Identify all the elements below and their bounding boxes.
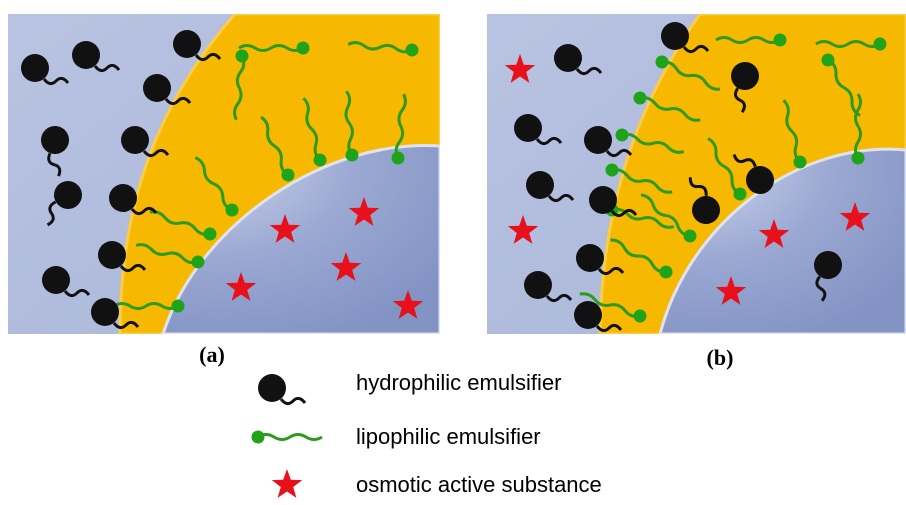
legend-label: hydrophilic emulsifier: [356, 370, 561, 395]
panel-b: [487, 14, 906, 334]
legend-label: osmotic active substance: [356, 472, 602, 497]
legend-label: lipophilic emulsifier: [356, 424, 541, 449]
panel-a: [8, 14, 440, 334]
legend-icon: [272, 469, 302, 498]
panel-label: (b): [707, 345, 734, 370]
panel-label: (a): [199, 342, 225, 367]
legend-icon: [258, 374, 305, 404]
legend-icon: [252, 431, 323, 444]
diagram: (a) (b) hydrophilic emulsifier lipophili…: [0, 0, 906, 500]
